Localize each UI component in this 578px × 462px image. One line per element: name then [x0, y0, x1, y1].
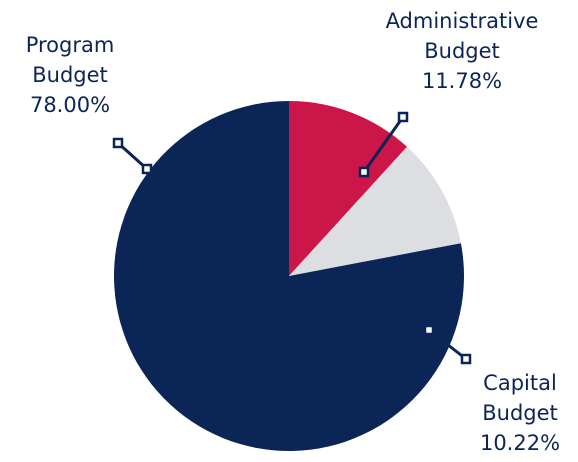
leader-endpoint-administrative-1	[358, 166, 370, 178]
leader-endpoint-capital-1	[460, 353, 472, 365]
slice-label-administrative: Administrative Budget 11.78%	[386, 9, 539, 93]
slice-label-line-capital-0: Capital	[483, 371, 557, 395]
slice-value-administrative: 11.78%	[422, 69, 502, 93]
leader-endpoint-administrative-0	[397, 111, 409, 123]
slice-label-line-administrative-0: Administrative	[386, 9, 539, 33]
slice-label-line-program-1: Budget	[32, 63, 108, 87]
leader-line-capital	[428, 328, 467, 361]
slice-label-program: Program Budget 78.00%	[26, 33, 115, 117]
slice-label-capital: Capital Budget 10.22%	[480, 371, 560, 455]
slice-label-line-administrative-1: Budget	[424, 39, 500, 63]
slice-value-capital: 10.22%	[480, 431, 560, 455]
leader-line-administrative	[362, 116, 405, 173]
leader-endpoint-program-1	[141, 163, 153, 175]
pie-slice-capital	[289, 146, 461, 276]
pie-slice-program	[113, 101, 464, 451]
slice-value-program: 78.00%	[30, 93, 110, 117]
leader-endpoint-capital-0	[423, 324, 435, 336]
leader-endpoint-program-0	[112, 137, 124, 149]
slice-label-line-capital-1: Budget	[482, 401, 558, 425]
slice-label-line-program-0: Program	[26, 33, 115, 57]
pie-slice-administrative	[289, 101, 408, 276]
